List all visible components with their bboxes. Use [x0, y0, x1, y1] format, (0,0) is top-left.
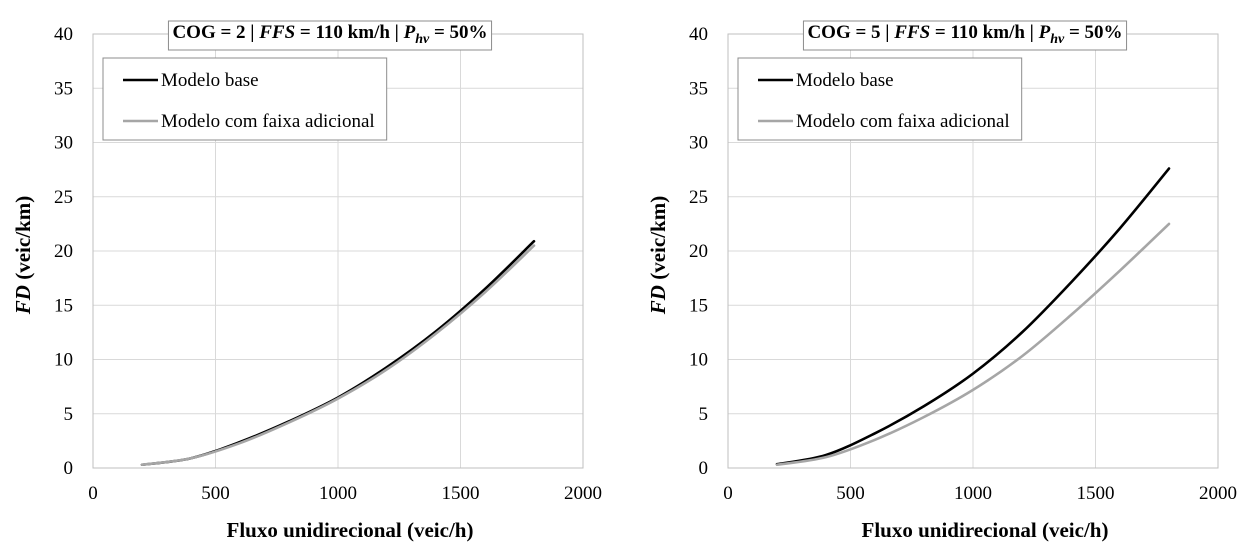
x-axis-title: Fluxo unidirecional (veic/h)	[227, 518, 474, 542]
y-tick-label: 0	[699, 458, 709, 479]
chart-title: COG = 5 | FFS = 110 km/h | Phv = 50%	[802, 20, 1128, 51]
y-axis-title: FD (veic/km)	[11, 196, 35, 315]
y-axis-title: FD (veic/km)	[646, 196, 670, 315]
y-tick-label: 10	[54, 350, 73, 371]
y-tick-label: 30	[54, 133, 73, 154]
series-line-modelo-com-faixa-adicional	[775, 222, 1171, 467]
y-tick-label: 35	[689, 78, 708, 99]
x-tick-label: 500	[836, 483, 865, 504]
legend-label: Modelo base	[161, 70, 259, 91]
y-tick-label: 30	[689, 133, 708, 154]
legend-label: Modelo com faixa adicional	[796, 111, 1010, 132]
y-tick-label: 15	[54, 295, 73, 316]
y-tick-label: 40	[689, 24, 708, 45]
chart-panel-1: 0 500 1000 1500 2000 0 5 10 15 20 25 30 35 40 Fluxo un…	[11, 20, 602, 542]
chart-panel-2: 0 500 1000 1500 2000 0 5 10 15 20 25 30 35 40 Fluxo un…	[646, 20, 1237, 542]
x-tick-label: 2000	[564, 483, 602, 504]
x-tick-label: 1000	[954, 483, 992, 504]
x-tick-label: 2000	[1199, 483, 1237, 504]
y-tick-label: 40	[54, 24, 73, 45]
legend-label: Modelo com faixa adicional	[161, 111, 375, 132]
x-tick-label: 500	[201, 483, 230, 504]
y-tick-label: 25	[54, 187, 73, 208]
series-line-modelo-base	[775, 167, 1171, 466]
chart-title-text: COG = 5 | FFS = 110 km/h | Phv = 50%	[807, 22, 1122, 47]
legend: Modelo base Modelo com faixa adicional	[737, 57, 1023, 141]
x-tick-label: 0	[88, 483, 98, 504]
chart-title-box	[167, 20, 493, 51]
y-tick-label: 10	[689, 350, 708, 371]
chart-title: COG = 2 | FFS = 110 km/h | Phv = 50%	[167, 20, 493, 51]
y-tick-label: 25	[689, 187, 708, 208]
legend-label: Modelo base	[796, 70, 894, 91]
y-tick-label: 15	[689, 295, 708, 316]
legend-box	[102, 57, 388, 141]
x-tick-label: 1500	[1077, 483, 1115, 504]
y-tick-label: 20	[54, 241, 73, 262]
y-tick-label: 35	[54, 78, 73, 99]
legend: Modelo base Modelo com faixa adicional	[102, 57, 388, 141]
y-tick-label: 5	[699, 404, 709, 425]
y-tick-label: 0	[64, 458, 74, 479]
legend-box	[737, 57, 1023, 141]
y-tick-label: 5	[64, 404, 74, 425]
x-tick-label: 1000	[319, 483, 357, 504]
series-line-modelo-com-faixa-adicional	[140, 244, 536, 467]
x-tick-label: 0	[723, 483, 733, 504]
x-axis-title: Fluxo unidirecional (veic/h)	[862, 518, 1109, 542]
chart-title-text: COG = 2 | FFS = 110 km/h | Phv = 50%	[172, 22, 487, 47]
chart-title-box	[802, 20, 1128, 51]
x-tick-label: 1500	[442, 483, 480, 504]
y-tick-label: 20	[689, 241, 708, 262]
